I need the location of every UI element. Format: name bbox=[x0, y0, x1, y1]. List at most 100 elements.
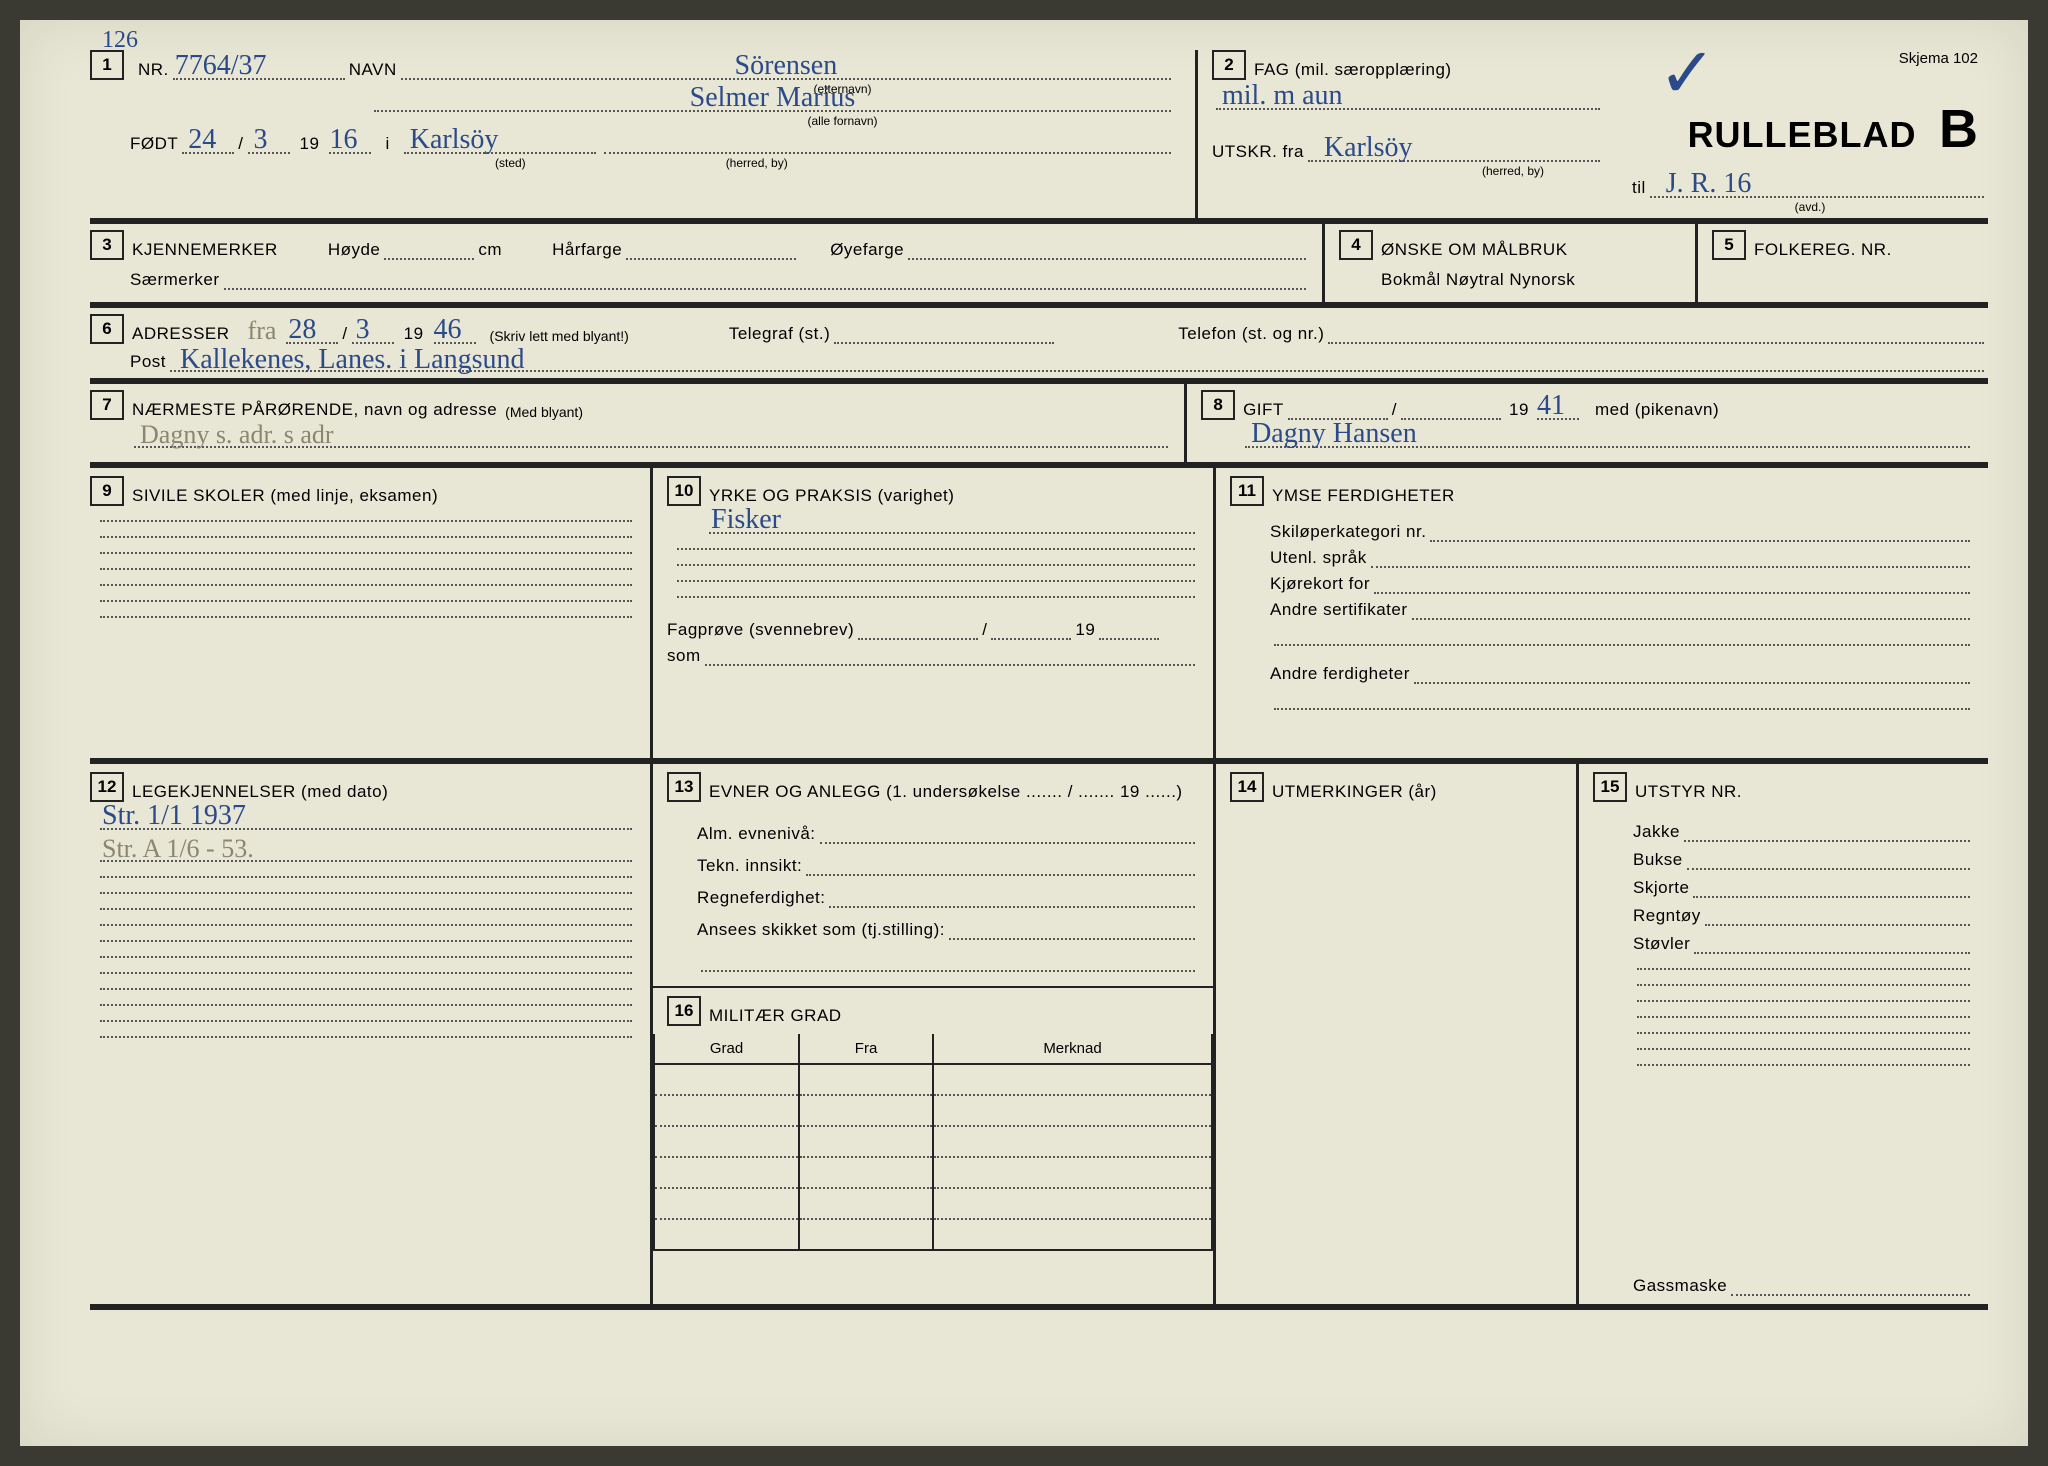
s10-label: YRKE OG PRAKSIS (varighet) bbox=[709, 486, 954, 506]
saermerker-label: Særmerker bbox=[130, 270, 220, 290]
s3-label: KJENNEMERKER bbox=[132, 240, 278, 260]
s15-i3: Regntøy bbox=[1633, 906, 1701, 926]
box-2: 2 bbox=[1212, 50, 1246, 80]
s11-i5: Andre ferdigheter bbox=[1270, 664, 1410, 684]
s13-i2: Regneferdighet: bbox=[697, 888, 825, 908]
fodt-year: 16 bbox=[329, 126, 357, 154]
s5-label: FOLKEREG. NR. bbox=[1754, 240, 1892, 260]
s6-hint: (Skriv lett med blyant!) bbox=[490, 328, 629, 344]
s9-label: SIVILE SKOLER (med linje, eksamen) bbox=[132, 486, 438, 506]
box-11: 11 bbox=[1230, 476, 1264, 506]
s12-l2: Str. A 1/6 - 53. bbox=[102, 836, 254, 862]
sted: Karlsöy bbox=[410, 126, 499, 154]
fodt-prefix: 19 bbox=[300, 134, 320, 154]
til-label: til bbox=[1632, 178, 1646, 198]
s13-i1: Tekn. innsikt: bbox=[697, 856, 802, 876]
s15-i2: Skjorte bbox=[1633, 878, 1689, 898]
fodt-i: i bbox=[385, 134, 389, 154]
fodt-month: 3 bbox=[254, 126, 268, 154]
box-13: 13 bbox=[667, 772, 701, 802]
s10-prefix: 19 bbox=[1075, 620, 1095, 640]
box-6: 6 bbox=[90, 314, 124, 344]
telegraf-label: Telegraf (st.) bbox=[729, 324, 830, 344]
s11-i3: Andre sertifikater bbox=[1270, 600, 1408, 620]
s7-value: Dagny s. adr. s adr bbox=[140, 422, 334, 448]
utskr-label: UTSKR. fra bbox=[1212, 142, 1304, 162]
fag-label: FAG (mil. særopplæring) bbox=[1254, 60, 1452, 80]
s10-value: Fisker bbox=[711, 506, 781, 534]
som-label: som bbox=[667, 646, 701, 666]
harfarge-label: Hårfarge bbox=[552, 240, 622, 260]
telefon-label: Telefon (st. og nr.) bbox=[1178, 324, 1324, 344]
s15-i4: Støvler bbox=[1633, 934, 1690, 954]
avd-cap: (avd.) bbox=[1632, 200, 1988, 214]
s8-label: GIFT bbox=[1243, 400, 1284, 420]
box-5: 5 bbox=[1712, 230, 1746, 260]
col-fra: Fra bbox=[799, 1034, 933, 1064]
s6-label: ADRESSER bbox=[132, 324, 230, 344]
box-8: 8 bbox=[1201, 390, 1235, 420]
s8-value: Dagny Hansen bbox=[1251, 420, 1417, 448]
s14-label: UTMERKINGER (år) bbox=[1272, 782, 1437, 802]
fagprove-label: Fagprøve (svennebrev) bbox=[667, 620, 854, 640]
box-1: 1 bbox=[90, 50, 124, 80]
s6-year: 46 bbox=[434, 316, 462, 344]
box-15: 15 bbox=[1593, 772, 1627, 802]
s7-label: NÆRMESTE PÅRØRENDE, navn og adresse bbox=[132, 400, 497, 420]
s11-i0: Skiløperkategori nr. bbox=[1270, 522, 1426, 542]
fodt-day: 24 bbox=[188, 126, 216, 154]
cm-label: cm bbox=[478, 240, 502, 260]
fag-value: mil. m aun bbox=[1222, 82, 1343, 110]
check-icon: ✓ bbox=[1658, 40, 1717, 110]
post-label: Post bbox=[130, 352, 166, 372]
col-grad: Grad bbox=[654, 1034, 799, 1064]
s11-label: YMSE FERDIGHETER bbox=[1272, 486, 1455, 506]
s15-i1: Bukse bbox=[1633, 850, 1683, 870]
fodt-label: FØDT bbox=[130, 134, 178, 154]
hoyde-label: Høyde bbox=[328, 240, 381, 260]
s15-label: UTSTYR NR. bbox=[1635, 782, 1742, 802]
box-14: 14 bbox=[1230, 772, 1264, 802]
til-value: J. R. 16 bbox=[1666, 170, 1752, 198]
s8-prefix: 19 bbox=[1509, 400, 1529, 420]
box-9: 9 bbox=[90, 476, 124, 506]
box-12: 12 bbox=[90, 772, 124, 802]
nr-value: 7764/37 bbox=[175, 52, 267, 80]
box-4: 4 bbox=[1339, 230, 1373, 260]
rulleblad-card: Skjema 102 126 1 NR. 7764/37 NAVN Sörens… bbox=[20, 20, 2028, 1446]
oyefarge-label: Øyefarge bbox=[830, 240, 904, 260]
s6-month: 3 bbox=[356, 316, 370, 344]
s12-label: LEGEKJENNELSER (med dato) bbox=[132, 782, 388, 802]
s11-i2: Kjørekort for bbox=[1270, 574, 1370, 594]
s13-i3: Ansees skikket som (tj.stilling): bbox=[697, 920, 945, 940]
s15-i0: Jakke bbox=[1633, 822, 1680, 842]
title-letter: B bbox=[1939, 99, 1978, 159]
herred-cap1: (herred, by) bbox=[726, 156, 788, 170]
navn-label: NAVN bbox=[349, 60, 397, 80]
gassmaske-label: Gassmaske bbox=[1633, 1276, 1727, 1296]
herred-cap2: (herred, by) bbox=[1212, 164, 1604, 178]
s11-i1: Utenl. språk bbox=[1270, 548, 1367, 568]
s16-label: MILITÆR GRAD bbox=[709, 1006, 842, 1026]
post-value: Kallekenes, Lanes. i Langsund bbox=[180, 346, 524, 374]
fra-hw: fra bbox=[248, 318, 277, 344]
s6-day: 28 bbox=[288, 316, 316, 344]
s8-year: 41 bbox=[1537, 392, 1565, 420]
s11-items: Skiløperkategori nr. Utenl. språk Kjørek… bbox=[1270, 522, 1974, 710]
box-16: 16 bbox=[667, 996, 701, 1026]
nr-label: NR. bbox=[138, 60, 169, 80]
militar-grad-table: Grad Fra Merknad bbox=[653, 1034, 1213, 1251]
s13-label: EVNER OG ANLEGG (1. undersøkelse .......… bbox=[709, 782, 1183, 802]
s8-med: med (pikenavn) bbox=[1595, 400, 1719, 420]
s7-hint: (Med blyant) bbox=[505, 404, 583, 420]
box-3: 3 bbox=[90, 230, 124, 260]
utskr-fra: Karlsöy bbox=[1324, 134, 1413, 162]
fornavn-cap: (alle fornavn) bbox=[510, 114, 1175, 128]
s4-opts: Bokmål Nøytral Nynorsk bbox=[1381, 270, 1681, 290]
fornavn: Selmer Marius bbox=[370, 84, 1175, 112]
nr-above: 126 bbox=[102, 28, 138, 52]
col-merknad: Merknad bbox=[933, 1034, 1212, 1064]
title: RULLEBLAD bbox=[1688, 114, 1917, 155]
sted-cap: (sted) bbox=[495, 156, 526, 170]
box-7: 7 bbox=[90, 390, 124, 420]
